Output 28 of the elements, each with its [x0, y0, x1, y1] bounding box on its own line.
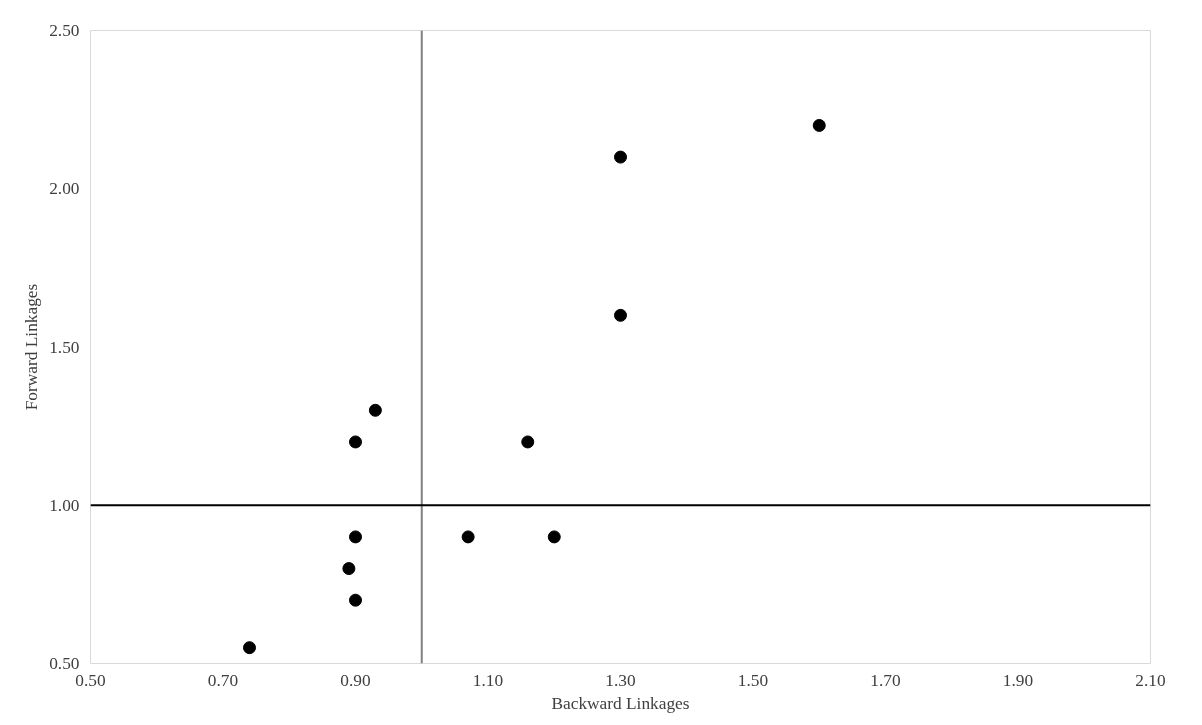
x-tick-label: 0.50	[75, 670, 106, 690]
point	[342, 562, 356, 576]
point	[812, 118, 826, 132]
y-tick-label: 1.00	[49, 495, 80, 515]
y-tick-label: 2.00	[49, 179, 80, 199]
y-tick-label: 1.50	[49, 337, 80, 357]
x-tick-label: 1.10	[472, 670, 504, 690]
point	[349, 435, 362, 449]
x-tick-label: 1.70	[870, 670, 901, 690]
point	[368, 403, 382, 417]
point	[461, 530, 475, 544]
x-tick-label: 2.10	[1135, 670, 1166, 690]
point	[521, 435, 535, 449]
y-axis-title: Forward Linkages	[22, 283, 42, 411]
y-tick-label: 0.50	[49, 654, 80, 673]
x-axis-title: Backward Linkages	[551, 693, 690, 713]
x-tick-label: 0.70	[207, 670, 239, 690]
point	[349, 530, 362, 544]
x-tick-label: 1.50	[737, 670, 769, 690]
point	[349, 593, 362, 607]
point	[614, 150, 627, 164]
point	[243, 641, 256, 655]
y-tick-label: 2.50	[49, 21, 80, 40]
point	[614, 308, 627, 322]
point	[547, 530, 561, 544]
x-tick-label: 1.30	[605, 670, 636, 690]
x-tick-label: 1.90	[1002, 670, 1034, 690]
x-tick-label: 0.90	[340, 670, 371, 690]
